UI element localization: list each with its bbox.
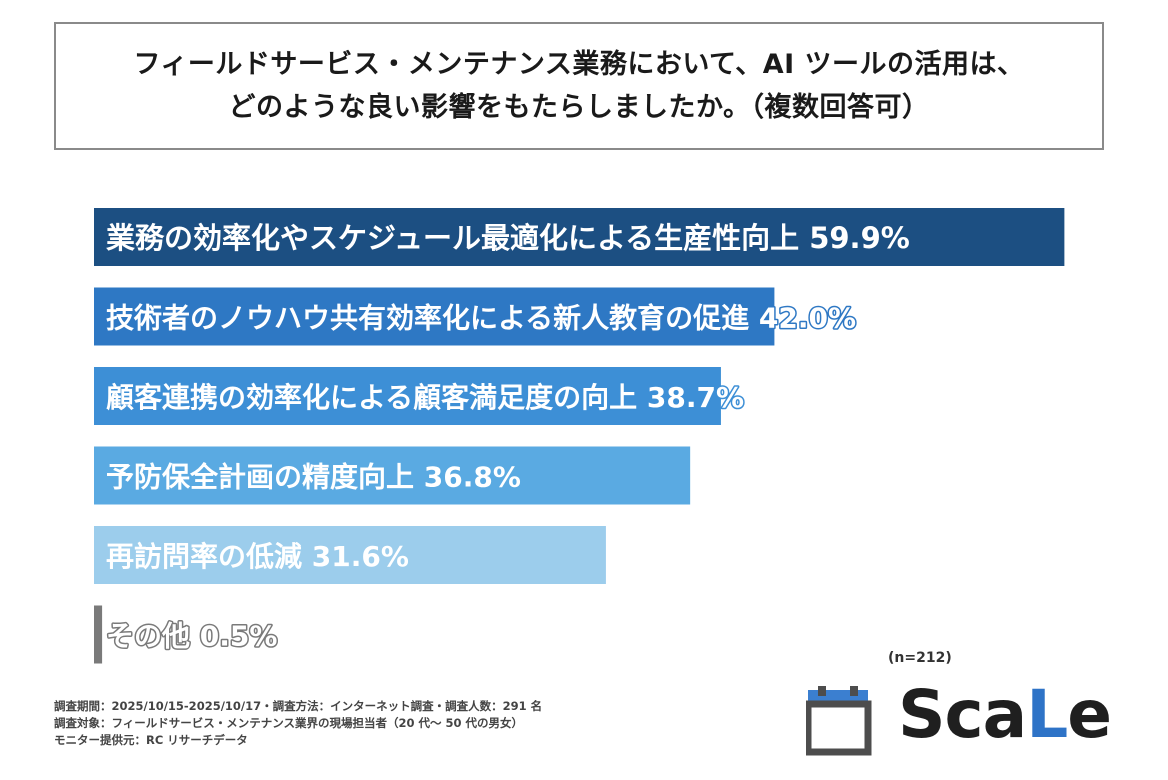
bar-3 — [94, 367, 721, 425]
bar-label-2: 技術者のノウハウ共有効率化による新人教育の促進 42.0% — [106, 302, 856, 335]
footnotes: 調査期間：2025/10/15-2025/10/17・調査方法：インターネット調… — [54, 698, 542, 749]
bar-label-3: 顧客連携の効率化による顧客満足度の向上 38.7% — [106, 381, 744, 414]
bar-chart: 業務の効率化やスケジュール最適化による生産性向上 59.9% 技術者のノウハウ共有… — [94, 208, 1065, 664]
sample-size-label: (n=212) — [888, 650, 952, 666]
bar-2 — [94, 287, 775, 346]
logo-wordmark: ScaLe — [898, 676, 1112, 753]
footnote-survey-period: 調査期間：2025/10/15-2025/10/17・調査方法：インターネット調… — [54, 699, 543, 713]
bar-6 — [94, 605, 103, 664]
bar-label-4: 予防保全計画の精度向上 36.8% — [106, 461, 521, 494]
logo-text-accent: L — [1026, 676, 1068, 753]
chart-title-line-1: フィールドサービス・メンテナンス業務において、AI ツールの活用は、 — [133, 49, 1025, 80]
bar-1 — [94, 208, 1065, 266]
footnote-monitor-source: モニター提供元：RC リサーチデータ — [54, 733, 248, 747]
bar-label-1: 業務の効率化やスケジュール最適化による生産性向上 59.9% — [106, 221, 910, 255]
logo-text-main: Sca — [898, 676, 1027, 753]
bar-5 — [94, 526, 606, 584]
footnote-survey-target: 調査対象：フィールドサービス・メンテナンス業界の現場担当者（20 代〜 50 代… — [54, 716, 524, 730]
logo-text-end: e — [1067, 676, 1112, 753]
chart-title-line-2: どのような良い影響をもたらしましたか。（複数回答可） — [228, 92, 930, 123]
chart-title-box: フィールドサービス・メンテナンス業務において、AI ツールの活用は、 どのような… — [54, 22, 1104, 150]
bar-label-6: その他 0.5% — [106, 620, 277, 653]
calendar-icon — [806, 686, 872, 756]
bar-label-5: 再訪問率の低減 31.6% — [106, 540, 409, 573]
scale-logo: ScaLe — [806, 676, 1112, 760]
bar-4 — [94, 446, 691, 505]
